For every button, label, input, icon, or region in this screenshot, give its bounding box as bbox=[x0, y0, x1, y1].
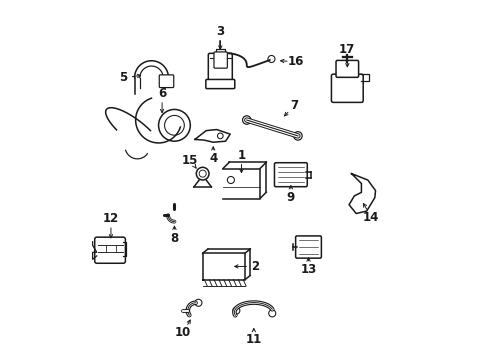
FancyBboxPatch shape bbox=[331, 74, 363, 102]
Text: 17: 17 bbox=[339, 43, 355, 56]
Text: 1: 1 bbox=[238, 149, 245, 162]
Text: 10: 10 bbox=[175, 326, 192, 339]
Text: 9: 9 bbox=[287, 191, 295, 204]
Text: 16: 16 bbox=[288, 55, 304, 68]
Text: 13: 13 bbox=[300, 264, 317, 276]
Text: 6: 6 bbox=[158, 87, 166, 100]
Text: 11: 11 bbox=[245, 333, 262, 346]
Text: 3: 3 bbox=[216, 25, 224, 38]
FancyBboxPatch shape bbox=[208, 53, 232, 83]
Text: 8: 8 bbox=[171, 232, 178, 245]
FancyBboxPatch shape bbox=[274, 163, 307, 187]
Text: 14: 14 bbox=[363, 211, 379, 224]
Text: 15: 15 bbox=[182, 154, 198, 167]
Text: 4: 4 bbox=[209, 152, 218, 165]
FancyBboxPatch shape bbox=[214, 52, 227, 68]
Text: 7: 7 bbox=[291, 99, 298, 112]
FancyBboxPatch shape bbox=[295, 236, 321, 258]
FancyBboxPatch shape bbox=[336, 60, 359, 77]
FancyBboxPatch shape bbox=[95, 237, 125, 263]
Text: 12: 12 bbox=[103, 212, 119, 225]
Text: 2: 2 bbox=[251, 260, 260, 273]
FancyBboxPatch shape bbox=[159, 75, 174, 87]
Bar bbox=[106, 244, 116, 252]
Text: 5: 5 bbox=[119, 71, 127, 84]
FancyBboxPatch shape bbox=[206, 80, 235, 89]
